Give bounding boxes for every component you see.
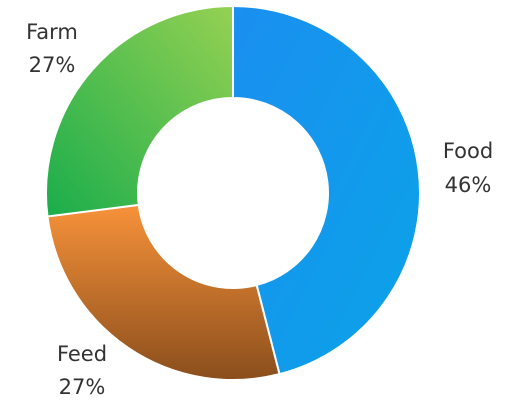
food-slice[interactable] bbox=[232, 4, 421, 376]
farm-slice[interactable] bbox=[45, 4, 234, 218]
food-label: Food bbox=[443, 139, 493, 163]
farm-label: Farm bbox=[26, 20, 78, 44]
farm-percent: 27% bbox=[29, 53, 76, 77]
feed-percent: 27% bbox=[59, 375, 106, 399]
feed-slice[interactable] bbox=[46, 203, 281, 381]
food-percent: 46% bbox=[445, 173, 492, 197]
feed-label: Feed bbox=[57, 342, 107, 366]
